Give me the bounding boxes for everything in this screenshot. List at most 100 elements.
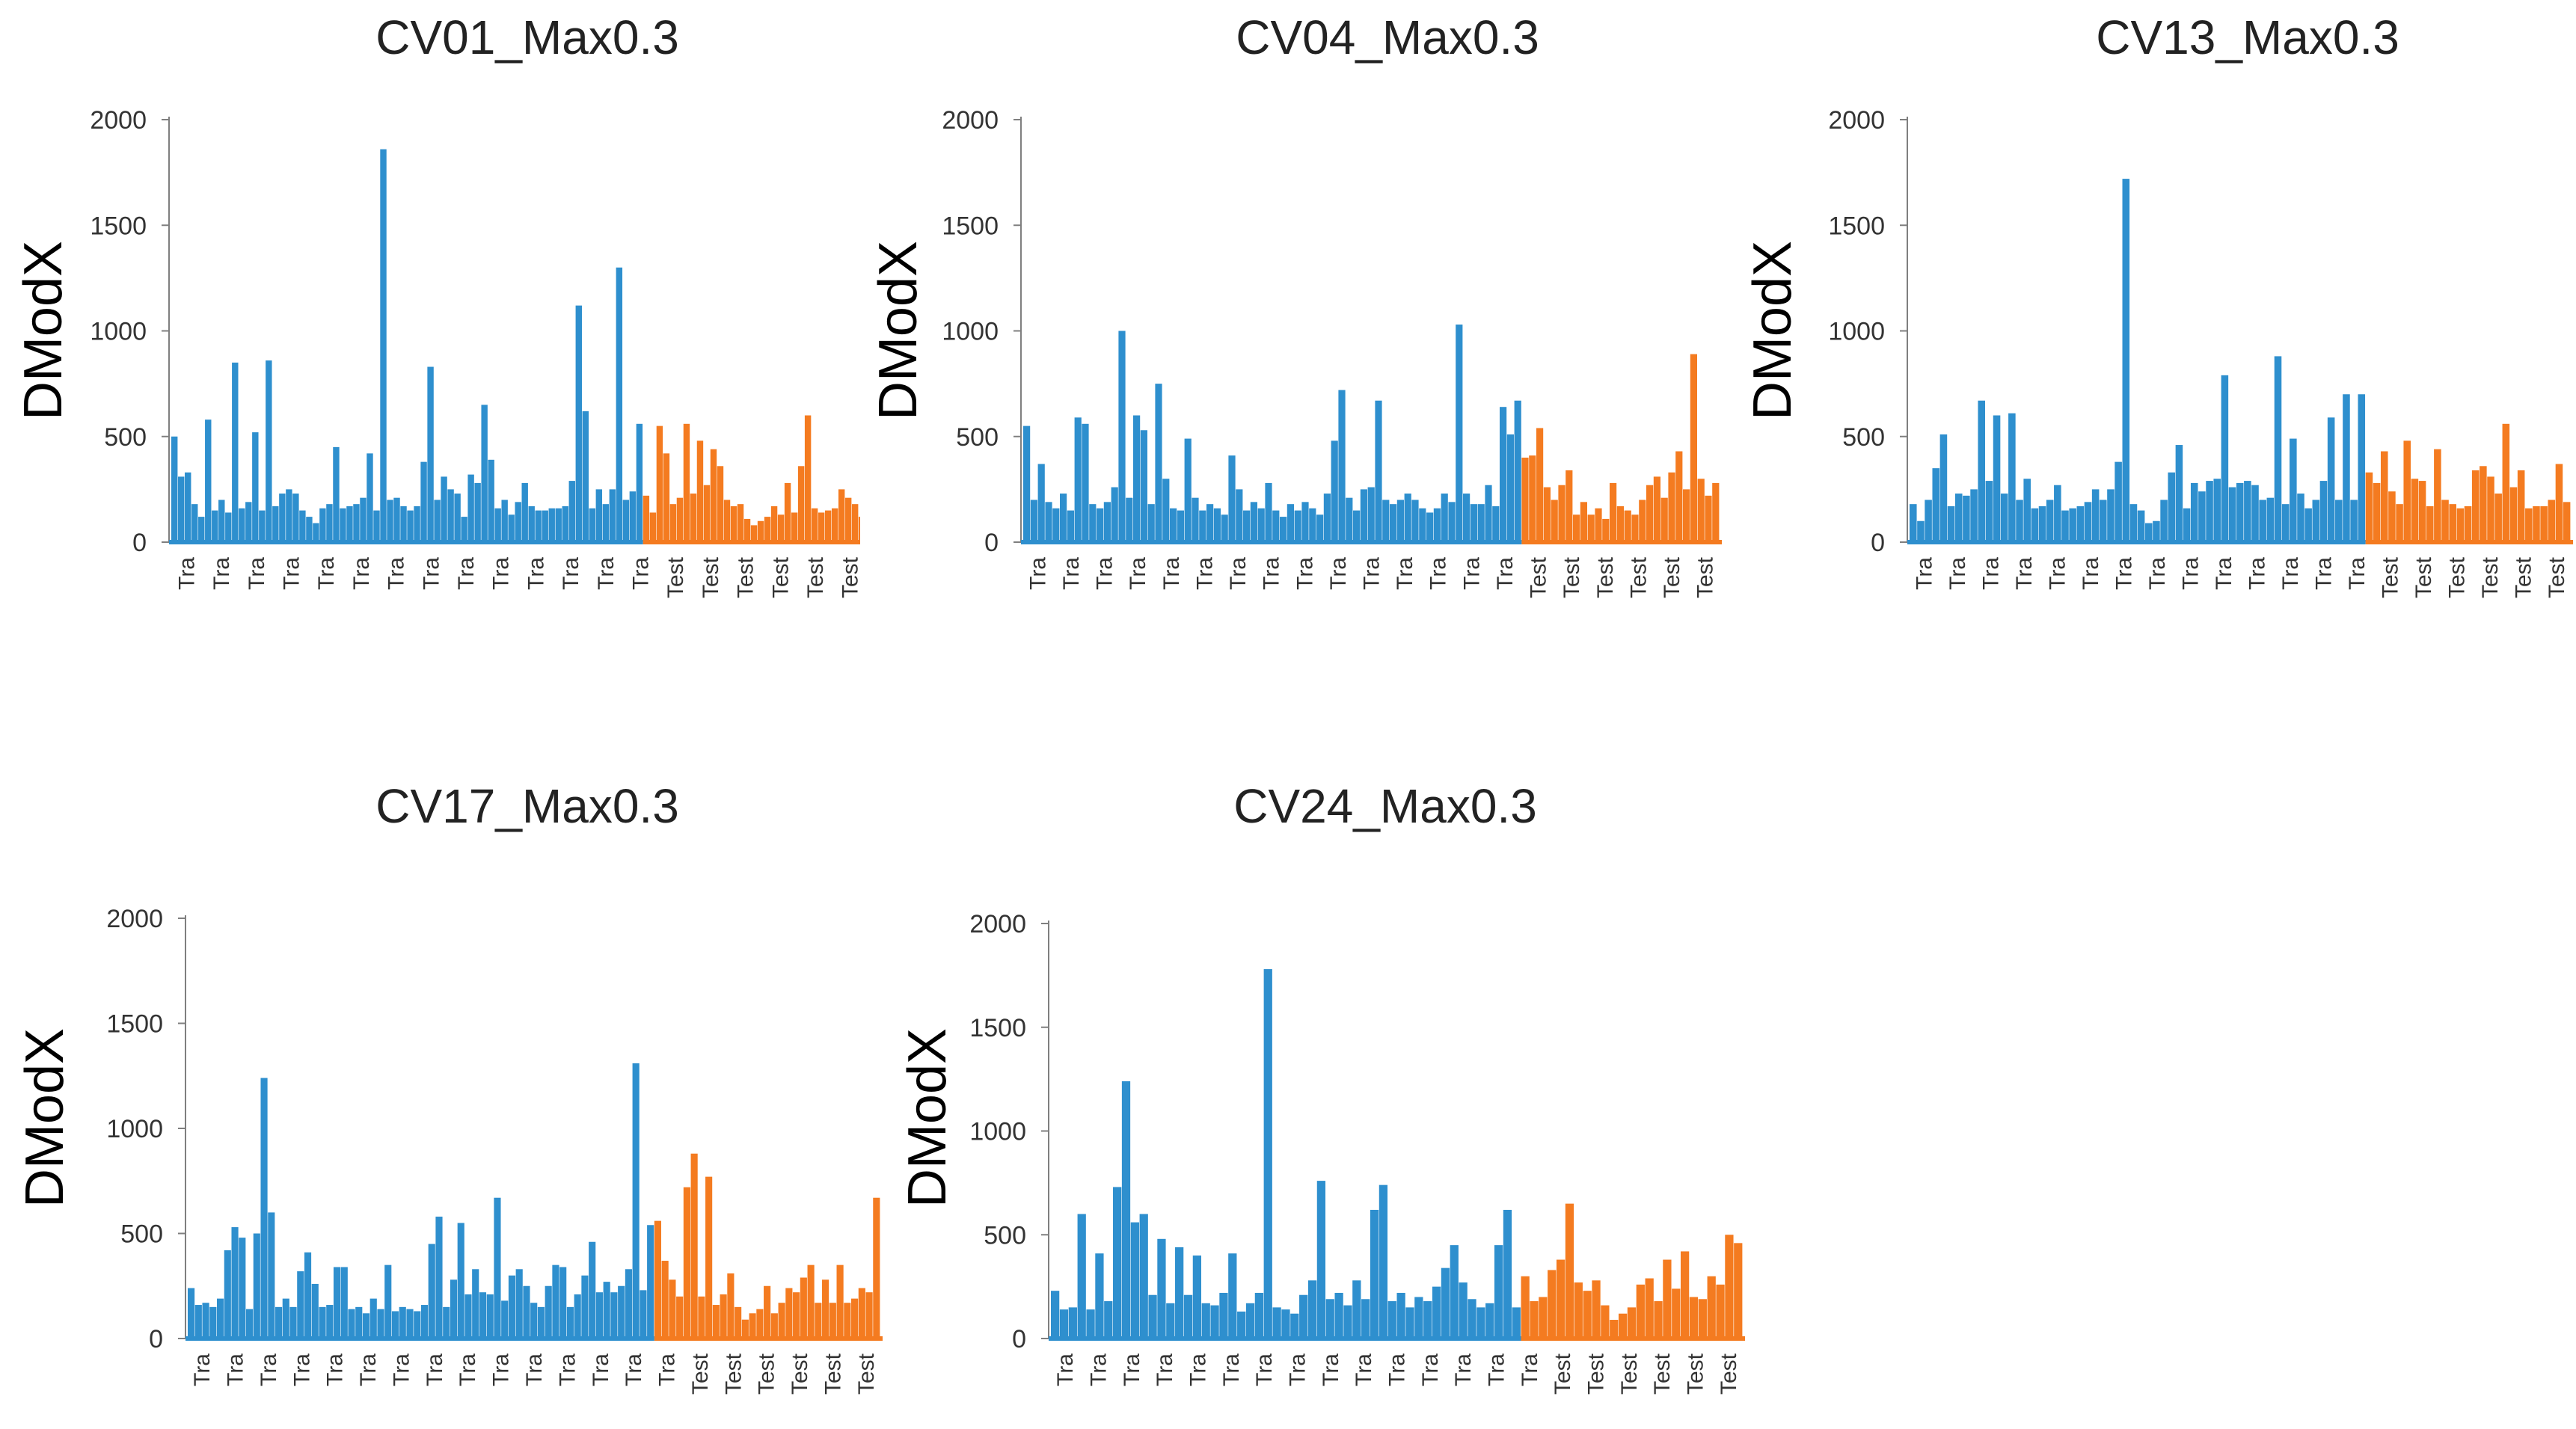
bar-training: [574, 1294, 581, 1339]
x-tick-label: Tra: [356, 1353, 381, 1386]
x-tick-label: Tra: [245, 557, 269, 590]
bar-training: [1470, 504, 1477, 542]
bar-test: [669, 1279, 676, 1339]
bar-training: [1219, 1292, 1228, 1339]
bar-test: [727, 1273, 735, 1339]
bar-training: [2259, 500, 2266, 542]
bar-training: [360, 497, 367, 542]
bar-training: [1280, 517, 1287, 542]
bar-training: [198, 517, 205, 542]
bar-test: [2403, 440, 2411, 542]
bar-training: [443, 1306, 450, 1339]
bar-training: [457, 1223, 464, 1339]
bar-training: [299, 510, 306, 542]
bar-training: [1476, 1307, 1485, 1339]
bar-training: [1404, 494, 1411, 542]
bar-training: [1463, 494, 1471, 542]
bar-training: [326, 1305, 334, 1339]
bar-training: [218, 500, 225, 542]
bar-training: [1441, 1267, 1450, 1339]
bar-training: [545, 1285, 552, 1339]
y-tick-label: 2000: [106, 905, 163, 933]
bar-training: [1051, 1291, 1060, 1339]
y-tick-label: 2000: [1828, 106, 1885, 135]
bar-test: [2548, 500, 2556, 542]
bar-training: [1068, 1307, 1077, 1339]
bar-training: [1963, 495, 1970, 542]
bar-training: [1140, 430, 1147, 542]
bar-test: [1683, 489, 1690, 542]
x-tick-label: Test: [2411, 556, 2436, 598]
bar-test: [2540, 505, 2548, 542]
bar-test: [1543, 487, 1551, 542]
bar-test: [1624, 510, 1631, 542]
bar-training: [1379, 1184, 1388, 1339]
bar-training: [1166, 1303, 1175, 1339]
bar-training: [2115, 461, 2122, 542]
bar-training: [2312, 500, 2320, 542]
bar-training: [1250, 502, 1257, 542]
bar-test: [844, 497, 852, 542]
y-tick-label: 0: [1871, 529, 1885, 557]
bar-training: [1059, 1309, 1069, 1339]
bar-test: [2380, 451, 2388, 542]
bar-training: [362, 1313, 370, 1339]
bar-test: [836, 1264, 844, 1339]
bar-training: [530, 1303, 538, 1339]
x-tick-label: Tra: [456, 1353, 480, 1386]
bar-test: [2456, 508, 2465, 542]
bar-test: [1565, 470, 1573, 542]
bar-training: [501, 1300, 509, 1339]
x-tick-label: Tra: [1459, 557, 1484, 590]
bar-test: [1602, 518, 1610, 542]
bar-training: [2297, 494, 2304, 542]
bar-training: [2343, 394, 2350, 542]
bar-test: [698, 1296, 705, 1339]
bar-training: [1947, 505, 1955, 542]
bar-training: [369, 1298, 377, 1339]
bar-test: [804, 415, 812, 542]
y-tick-label: 1500: [969, 1014, 1026, 1042]
bar-training: [171, 436, 178, 542]
bar-training: [289, 1306, 297, 1339]
bar-training: [1917, 520, 1925, 542]
bar-training: [1423, 1301, 1432, 1339]
bar-training: [454, 494, 461, 542]
bar-training: [252, 432, 259, 542]
bar-test: [1595, 508, 1602, 542]
bar-test: [1654, 1301, 1663, 1339]
bar-training: [245, 1309, 254, 1339]
bar-training: [1414, 1297, 1423, 1339]
x-tick-label: Test: [1717, 1353, 1741, 1395]
bar-test: [1587, 514, 1595, 542]
bar-training: [1157, 1238, 1166, 1339]
y-tick-label: 1000: [942, 318, 999, 346]
bar-training: [2046, 500, 2054, 542]
bar-training: [1419, 508, 1426, 542]
bar-training: [447, 489, 454, 542]
bar-test: [683, 1187, 690, 1339]
x-tick-label: Test: [2511, 556, 2536, 598]
bar-training: [479, 1292, 487, 1339]
bar-training: [435, 1217, 443, 1339]
bar-test: [703, 485, 711, 542]
y-tick-label: 2000: [969, 910, 1026, 938]
bar-test: [2517, 470, 2525, 542]
bar-training: [2198, 491, 2206, 542]
bar-training: [2358, 394, 2366, 542]
bar-training: [1139, 1214, 1148, 1339]
x-tick-label: Tra: [1126, 557, 1150, 590]
bar-training: [1155, 384, 1162, 542]
x-tick-label: Test: [1617, 1353, 1642, 1395]
bar-training: [2038, 505, 2046, 542]
bar-training: [1468, 1299, 1476, 1339]
y-tick-label: 1000: [969, 1118, 1026, 1146]
bar-test: [2480, 466, 2487, 542]
x-tick-label: Tra: [1292, 557, 1317, 590]
x-tick-label: Test: [768, 556, 793, 598]
bar-test: [2464, 505, 2472, 542]
bar-training: [1030, 500, 1037, 542]
bar-training: [1082, 423, 1089, 542]
bar-training: [1121, 1081, 1131, 1339]
bar-training: [391, 1311, 399, 1339]
